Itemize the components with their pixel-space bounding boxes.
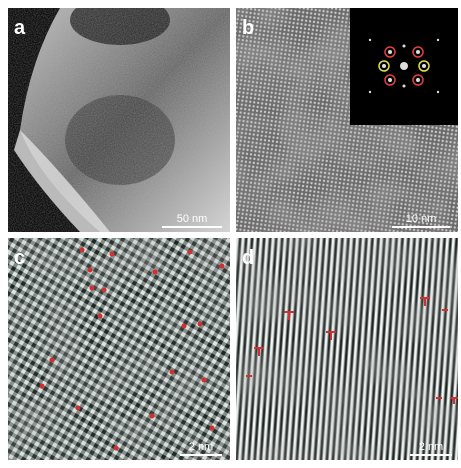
panel-label: a: [14, 17, 26, 39]
panel-label: b: [242, 17, 254, 39]
panel-d-image: [236, 238, 458, 460]
panel-label: c: [14, 247, 25, 269]
figure: a b c d 50 nm 10 nm 2 nm 2 nm: [0, 0, 461, 463]
scale-bar-label: 2 nm: [189, 441, 213, 453]
scale-bar-label: 50 nm: [177, 213, 208, 225]
scale-bar-label: 2 nm: [419, 441, 443, 453]
scale-bar-label: 10 nm: [406, 213, 437, 225]
panel-a-image: [8, 0, 230, 232]
panel-c-image: [8, 238, 230, 460]
panel-label: d: [242, 247, 254, 269]
panel-b-image: [236, 8, 458, 232]
